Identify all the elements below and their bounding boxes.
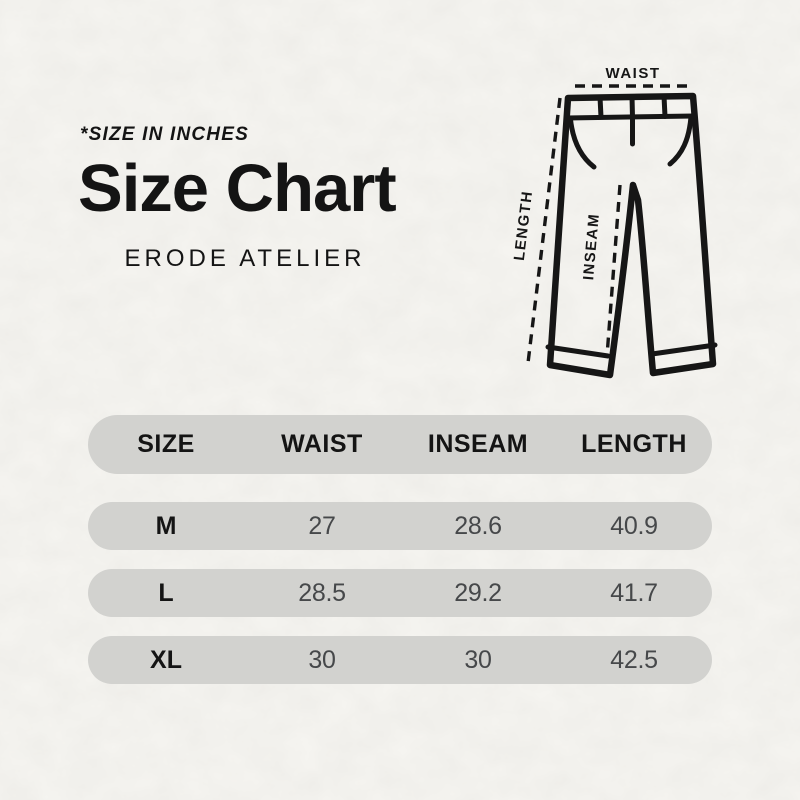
size-value: L [158, 578, 174, 607]
inseam-measure-line [605, 184, 622, 357]
inseam-value: 29.2 [454, 578, 502, 607]
left-cuff-line [545, 344, 611, 359]
length-label: LENGTH [511, 189, 536, 261]
table-row-m: M 27 28.6 40.9 [88, 502, 712, 550]
size-value: M [155, 511, 177, 540]
belt-loops [597, 93, 668, 120]
length-value: 41.7 [610, 578, 658, 607]
inseam-label: INSEAM [580, 212, 603, 281]
waist-value: 27 [308, 511, 336, 540]
waist-value: 30 [308, 645, 336, 674]
right-pocket-curve [667, 114, 694, 167]
length-measure-line [526, 97, 562, 364]
table-row-l: L 28.5 29.2 41.7 [88, 569, 712, 617]
units-note: *SIZE IN INCHES [80, 124, 249, 145]
waist-value: 28.5 [298, 578, 346, 607]
left-pocket-curve [568, 117, 597, 170]
brand-subtitle: ERODE ATELIER [124, 245, 366, 272]
waist-label: WAIST [606, 65, 661, 82]
size-value: XL [150, 645, 182, 674]
pants-outline [546, 92, 717, 379]
table-row-xl: XL 30 30 42.5 [88, 636, 712, 684]
right-cuff-line [649, 342, 718, 357]
column-header-waist: WAIST [281, 430, 363, 458]
size-table: SIZE WAIST INSEAM LENGTH M 27 28.6 40.9 … [88, 415, 712, 703]
length-value: 42.5 [610, 645, 658, 674]
column-header-inseam: INSEAM [427, 430, 529, 458]
column-header-size: SIZE [137, 430, 195, 458]
table-header-row: SIZE WAIST INSEAM LENGTH [88, 415, 712, 474]
inseam-value: 28.6 [454, 511, 502, 540]
pants-measurement-diagram-icon: WAIST LENGTH INSEAM [511, 65, 718, 379]
inseam-value: 30 [464, 645, 492, 674]
length-value: 40.9 [610, 511, 658, 540]
page-title: Size Chart [78, 151, 397, 226]
column-header-length: LENGTH [581, 430, 687, 458]
